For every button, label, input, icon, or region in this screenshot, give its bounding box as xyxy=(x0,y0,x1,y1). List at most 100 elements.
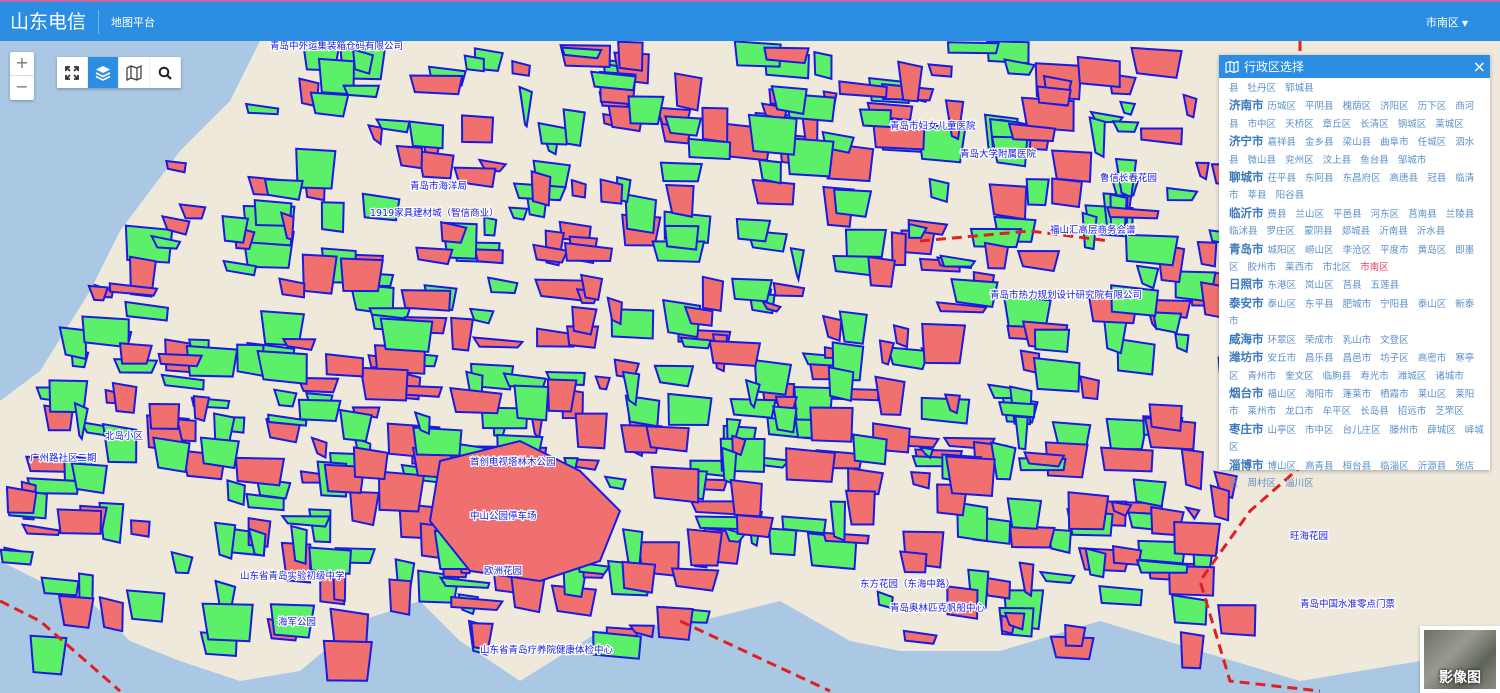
coverage-zone[interactable] xyxy=(838,80,888,99)
district-link[interactable]: 五莲县 xyxy=(1370,280,1400,292)
coverage-zone[interactable] xyxy=(917,445,935,460)
coverage-zone[interactable] xyxy=(679,336,713,350)
district-link[interactable]: 宁阳县 xyxy=(1380,298,1409,310)
district-link[interactable]: 芝罘区 xyxy=(1435,406,1464,418)
coverage-zone[interactable] xyxy=(1081,211,1098,251)
district-link[interactable]: 天桥区 xyxy=(1285,118,1314,130)
layers-button[interactable] xyxy=(88,57,119,88)
city-name[interactable]: 聊城市 xyxy=(1229,170,1264,185)
coverage-zone[interactable] xyxy=(1051,177,1084,209)
coverage-zone[interactable] xyxy=(148,402,181,430)
coverage-zone[interactable] xyxy=(946,41,1000,55)
coverage-zone[interactable] xyxy=(295,147,337,190)
coverage-zone[interactable] xyxy=(395,144,424,170)
coverage-zone[interactable] xyxy=(1124,233,1180,267)
district-link[interactable]: 任城区 xyxy=(1417,137,1447,149)
coverage-zone[interactable] xyxy=(111,381,138,414)
coverage-zone[interactable] xyxy=(921,322,967,365)
coverage-zone[interactable] xyxy=(852,433,888,466)
city-name[interactable]: 泰安市 xyxy=(1229,295,1264,310)
district-link[interactable]: 微山县 xyxy=(1247,154,1277,166)
district-link[interactable]: 安丘市 xyxy=(1267,353,1297,365)
coverage-zone[interactable] xyxy=(87,284,110,302)
district-link[interactable]: 兰陵县 xyxy=(1445,208,1475,220)
coverage-zone[interactable] xyxy=(673,72,703,112)
coverage-zone[interactable] xyxy=(763,46,810,65)
district-link[interactable]: 沂水县 xyxy=(1416,226,1446,238)
district-link[interactable]: 历下区 xyxy=(1417,101,1447,113)
district-link[interactable]: 历城区 xyxy=(1267,101,1297,113)
coverage-zone[interactable] xyxy=(735,514,775,539)
district-link[interactable]: 青州市 xyxy=(1247,370,1277,382)
region-dropdown[interactable]: 市南区 ▼ xyxy=(1426,14,1468,30)
coverage-zone[interactable] xyxy=(701,275,725,312)
coverage-zone[interactable] xyxy=(909,470,931,490)
coverage-zone[interactable] xyxy=(310,436,328,460)
district-link[interactable]: 嘉祥县 xyxy=(1267,137,1297,149)
district-link[interactable]: 郯城县 xyxy=(1341,226,1371,238)
coverage-zone[interactable] xyxy=(178,203,207,220)
coverage-zone[interactable] xyxy=(827,365,855,403)
zoom-in-button[interactable]: + xyxy=(10,52,34,76)
coverage-zone[interactable] xyxy=(1064,623,1087,648)
coverage-zone[interactable] xyxy=(944,455,996,497)
district-link[interactable]: 牟平区 xyxy=(1322,406,1352,418)
coverage-zone[interactable] xyxy=(279,211,295,242)
coverage-zone[interactable] xyxy=(1130,46,1183,79)
coverage-zone[interactable] xyxy=(56,508,103,535)
park-zone[interactable] xyxy=(428,439,622,583)
coverage-zone[interactable] xyxy=(461,114,495,144)
district-link[interactable]: 莱州市 xyxy=(1247,406,1277,418)
district-link[interactable]: 阳谷县 xyxy=(1275,190,1305,202)
district-link[interactable]: 荣成市 xyxy=(1305,334,1334,346)
fullscreen-button[interactable] xyxy=(57,57,88,88)
coverage-zone[interactable] xyxy=(98,595,124,633)
district-link[interactable]: 长岛县 xyxy=(1360,406,1389,418)
coverage-zone[interactable] xyxy=(1036,85,1072,107)
coverage-zone[interactable] xyxy=(1110,284,1160,317)
district-link[interactable]: 薛城区 xyxy=(1427,424,1456,436)
coverage-zone[interactable] xyxy=(449,386,503,415)
coverage-zone[interactable] xyxy=(160,373,205,391)
district-link[interactable]: 莒县 xyxy=(1342,280,1362,292)
coverage-zone[interactable] xyxy=(708,339,762,368)
district-link[interactable]: 高青县 xyxy=(1305,460,1334,472)
district-link[interactable]: 潍城区 xyxy=(1397,370,1427,382)
coverage-zone[interactable] xyxy=(226,478,246,507)
coverage-zone[interactable] xyxy=(670,567,720,592)
coverage-zone[interactable] xyxy=(731,277,774,303)
coverage-zone[interactable] xyxy=(858,108,892,129)
coverage-zone[interactable] xyxy=(1105,417,1149,451)
coverage-zone[interactable] xyxy=(201,602,254,643)
coverage-zone[interactable] xyxy=(772,405,798,434)
district-link[interactable]: 蒙阴县 xyxy=(1304,226,1333,238)
coverage-zone[interactable] xyxy=(412,426,463,457)
coverage-zone[interactable] xyxy=(563,241,614,262)
district-link[interactable]: 费县 xyxy=(1267,208,1287,220)
coverage-zone[interactable] xyxy=(415,246,454,266)
district-link[interactable]: 栖霞市 xyxy=(1380,388,1409,400)
district-link[interactable]: 曲阜市 xyxy=(1380,137,1409,149)
district-link[interactable]: 邹城市 xyxy=(1397,154,1427,166)
coverage-zone[interactable] xyxy=(729,398,777,419)
city-name[interactable]: 济宁市 xyxy=(1229,134,1264,149)
coverage-zone[interactable] xyxy=(686,528,723,567)
coverage-zone[interactable] xyxy=(950,278,999,308)
coverage-zone[interactable] xyxy=(809,406,854,443)
coverage-zone[interactable] xyxy=(1196,240,1218,268)
district-link[interactable]: 临朐县 xyxy=(1322,370,1352,382)
district-link[interactable]: 牡丹区 xyxy=(1247,83,1277,94)
coverage-zone[interactable] xyxy=(886,346,930,371)
district-link[interactable]: 东阿县 xyxy=(1305,173,1334,185)
coverage-zone[interactable] xyxy=(267,413,308,427)
coverage-zone[interactable] xyxy=(129,519,151,538)
coverage-zone[interactable] xyxy=(890,231,907,267)
coverage-zone[interactable] xyxy=(70,462,109,495)
close-button[interactable]: × xyxy=(1472,57,1486,76)
coverage-zone[interactable] xyxy=(1025,178,1050,207)
coverage-zone[interactable] xyxy=(309,91,350,118)
district-link[interactable]: 周村区 xyxy=(1247,477,1277,489)
district-link[interactable]: 市北区 xyxy=(1322,262,1352,274)
coverage-zone[interactable] xyxy=(838,310,868,345)
coverage-zone[interactable] xyxy=(701,106,729,144)
